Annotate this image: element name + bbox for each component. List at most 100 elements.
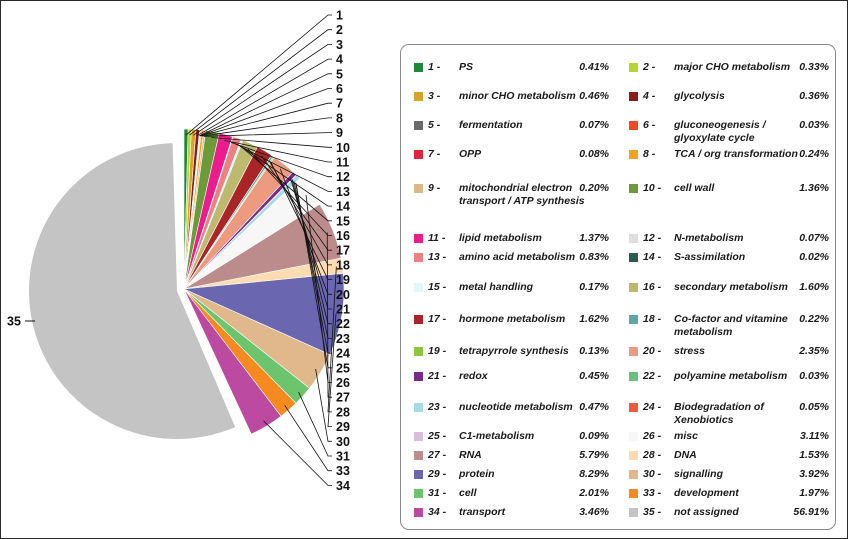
slice-label-35: 35 <box>7 315 21 329</box>
legend-label: development <box>674 487 739 499</box>
slice-label-27: 27 <box>336 391 350 405</box>
leader-line-9 <box>204 132 332 137</box>
legend-item-8: 8 - TCA / org transformation 0.24% <box>629 148 829 188</box>
leader-line-18 <box>268 160 332 266</box>
legend-number: 5 - <box>428 119 441 131</box>
legend-swatch <box>414 432 423 441</box>
legend-label: Co-factor and vitamine metabolism <box>674 313 788 338</box>
legend-percent: 1.60% <box>799 281 829 293</box>
leader-line-2 <box>189 29 332 136</box>
pie-slice-35 <box>28 143 236 440</box>
leader-line-4 <box>197 58 332 136</box>
legend-item-15: 15 - metal handling 0.17% <box>414 281 614 321</box>
slice-label-14: 14 <box>336 200 350 214</box>
legend-item-7: 7 - OPP 0.08% <box>414 148 614 188</box>
legend-percent: 2.35% <box>799 345 829 357</box>
legend-label: not assigned <box>674 506 739 518</box>
leader-line-12 <box>230 141 332 178</box>
legend-item-33: 33 - development 1.97% <box>629 487 829 527</box>
legend-item-18: 18 - Co-factor and vitamine metabolism 0.2… <box>629 313 829 353</box>
legend-percent: 0.07% <box>579 119 609 131</box>
legend-number: 10 - <box>643 182 662 194</box>
legend-number: 13 - <box>428 251 447 263</box>
slice-label-34: 34 <box>336 479 350 493</box>
legend-percent: 0.20% <box>579 182 609 194</box>
legend-swatch <box>414 470 423 479</box>
legend-label: polyamine metabolism <box>674 370 788 382</box>
leader-line-10 <box>211 137 332 148</box>
slice-label-19: 19 <box>336 273 350 287</box>
pie-slice-34 <box>183 288 282 435</box>
legend-swatch <box>414 92 423 101</box>
legend-label: nucleotide metabolism <box>459 401 573 413</box>
legend-percent: 1.37% <box>579 232 609 244</box>
legend-item-23: 23 - nucleotide metabolism 0.47% <box>414 401 614 441</box>
leader-line-27 <box>326 232 332 398</box>
legend-label: cell <box>459 487 477 499</box>
legend-item-12: 12 - N-metabolism 0.07% <box>629 232 829 272</box>
legend-swatch <box>629 489 638 498</box>
legend-swatch <box>629 470 638 479</box>
legend-item-20: 20 - stress 2.35% <box>629 345 829 385</box>
legend-number: 23 - <box>428 401 447 413</box>
legend-swatch <box>629 253 638 262</box>
legend-label: lipid metabolism <box>459 232 542 244</box>
slice-label-30: 30 <box>336 435 350 449</box>
leader-line-13 <box>235 143 332 192</box>
legend-item-29: 29 - protein 8.29% <box>414 468 614 508</box>
legend-item-25: 25 - C1-metabolism 0.09% <box>414 430 614 470</box>
slice-label-1: 1 <box>336 9 343 23</box>
legend-swatch <box>629 63 638 72</box>
legend-number: 14 - <box>643 251 662 263</box>
legend-percent: 0.02% <box>799 251 829 263</box>
legend-label: cell wall <box>674 182 715 194</box>
slice-label-15: 15 <box>336 214 350 228</box>
legend-number: 16 - <box>643 281 662 293</box>
legend-swatch <box>414 347 423 356</box>
legend-item-31: 31 - cell 2.01% <box>414 487 614 527</box>
slice-label-23: 23 <box>336 332 350 346</box>
legend-number: 1 - <box>428 61 441 73</box>
legend-percent: 0.24% <box>799 148 829 160</box>
legend-percent: 0.13% <box>579 345 609 357</box>
legend-number: 24 - <box>643 401 662 413</box>
legend-number: 8 - <box>643 148 656 160</box>
slice-label-22: 22 <box>336 317 350 331</box>
leader-line-28 <box>327 266 337 413</box>
legend-swatch <box>629 451 638 460</box>
slice-label-7: 7 <box>336 97 343 111</box>
legend-item-27: 27 - RNA 5.79% <box>414 449 614 489</box>
leader-line-20 <box>279 168 332 295</box>
legend-item-5: 5 - fermentation 0.07% <box>414 119 614 159</box>
slice-label-20: 20 <box>336 288 350 302</box>
legend-item-13: 13 - amino acid metabolism 0.83% <box>414 251 614 291</box>
legend-label: N-metabolism <box>674 232 744 244</box>
legend-swatch <box>414 283 423 292</box>
slice-label-2: 2 <box>336 23 343 37</box>
slice-label-18: 18 <box>336 258 350 272</box>
leader-line-11 <box>224 140 332 163</box>
legend-swatch <box>414 121 423 130</box>
legend-percent: 0.22% <box>799 313 829 325</box>
legend-item-6: 6 - gluconeogenesis / glyoxylate cycle 0.0… <box>629 119 829 159</box>
legend-item-14: 14 - S-assimilation 0.02% <box>629 251 829 291</box>
legend-swatch <box>414 63 423 72</box>
legend-number: 33 - <box>643 487 662 499</box>
slice-label-26: 26 <box>336 376 350 390</box>
slice-label-13: 13 <box>336 185 350 199</box>
slice-label-17: 17 <box>336 244 350 258</box>
legend-label: fermentation <box>459 119 523 131</box>
slice-label-10: 10 <box>336 141 350 155</box>
leader-line-15 <box>239 145 332 222</box>
leader-line-29 <box>327 313 337 428</box>
legend-label: secondary metabolism <box>674 281 788 293</box>
leader-line-30 <box>315 368 332 442</box>
legend-percent: 0.03% <box>799 370 829 382</box>
legend-item-4: 4 - glycolysis 0.36% <box>629 90 829 130</box>
legend-label: transport <box>459 506 506 518</box>
legend-swatch <box>629 92 638 101</box>
legend-item-35: 35 - not assigned 56.91% <box>629 506 829 538</box>
legend-number: 2 - <box>643 61 656 73</box>
